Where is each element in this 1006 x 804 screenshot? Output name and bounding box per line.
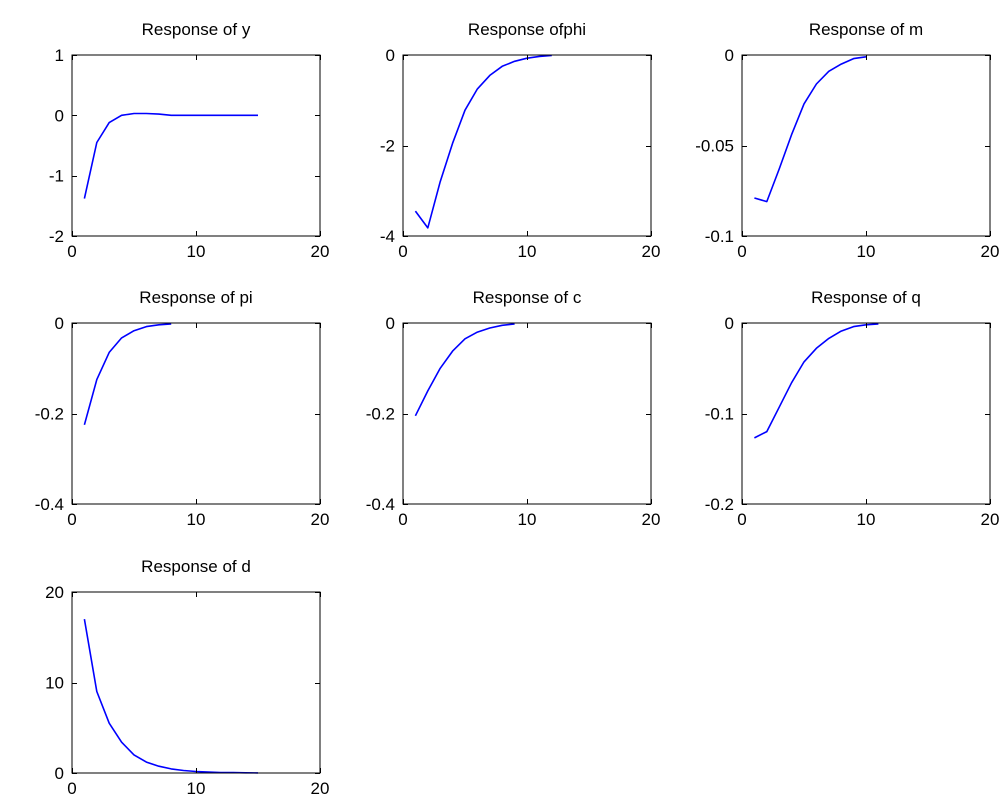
- y-tick-label: 20: [45, 583, 64, 602]
- x-tick-label: 20: [311, 779, 330, 798]
- series-line: [414, 54, 552, 229]
- axes-frame: [741, 54, 991, 237]
- y-tick-label: -2: [49, 227, 64, 246]
- x-tick-label: 20: [311, 510, 330, 529]
- axes-frame: [402, 54, 652, 237]
- y-tick-label: 0: [55, 106, 64, 125]
- x-tick-label: 20: [311, 242, 330, 261]
- x-tick-label: 0: [67, 779, 76, 798]
- axes-frame: [71, 54, 321, 237]
- y-tick-label: 10: [45, 674, 64, 693]
- y-tick-label: 0: [55, 314, 64, 333]
- x-tick-label: 20: [642, 510, 661, 529]
- y-tick-label: -0.4: [35, 495, 64, 514]
- subplot-title: Response of d: [141, 557, 251, 576]
- series-line: [754, 56, 867, 203]
- y-tick-label: 0: [725, 314, 734, 333]
- x-tick-label: 10: [857, 242, 876, 261]
- y-tick-label: 0: [386, 314, 395, 333]
- y-tick-label: -0.2: [705, 495, 734, 514]
- y-tick-label: -0.2: [35, 405, 64, 424]
- y-tick-label: -0.1: [705, 405, 734, 424]
- axes-frame: [741, 322, 991, 505]
- y-tick-label: -1: [49, 167, 64, 186]
- series-line: [83, 323, 172, 426]
- subplot-6: Response of q 0 10 20 0 -0.1 -0.2: [705, 288, 1000, 529]
- subplot-3: Response of m 0 10 20 0 -0.05 -0.1: [695, 20, 999, 261]
- y-tick-label: -0.4: [366, 495, 395, 514]
- x-tick-label: 10: [187, 779, 206, 798]
- y-tick-label: 0: [386, 46, 395, 65]
- axes-frame: [71, 322, 321, 505]
- subplot-title: Response of c: [473, 288, 582, 307]
- subplot-title: Response of pi: [139, 288, 252, 307]
- y-tick-label: -0.2: [366, 405, 395, 424]
- subplot-5: Response of c 0 10 20 0 -0.2 -0.4: [366, 288, 661, 529]
- series-line: [83, 618, 259, 774]
- x-tick-label: 10: [857, 510, 876, 529]
- y-tick-label: 0: [55, 764, 64, 783]
- y-tick-label: -0.1: [705, 227, 734, 246]
- subplot-title: Response ofphi: [468, 20, 586, 39]
- x-tick-label: 20: [642, 242, 661, 261]
- x-tick-label: 10: [518, 510, 537, 529]
- axes-frame: [71, 591, 321, 774]
- x-tick-label: 0: [398, 510, 407, 529]
- subplot-2: Response ofphi 0 10 20 0 -2 -4: [380, 20, 661, 261]
- x-tick-label: 0: [67, 242, 76, 261]
- x-tick-label: 10: [518, 242, 537, 261]
- subplot-7: Response of d 0 10 20 20 10 0: [45, 557, 329, 798]
- y-tick-label: 1: [55, 46, 64, 65]
- x-tick-label: 10: [187, 510, 206, 529]
- subplot-title: Response of y: [142, 20, 251, 39]
- series-line: [754, 323, 879, 439]
- x-tick-label: 20: [981, 510, 1000, 529]
- series-line: [83, 112, 258, 199]
- y-tick-label: -4: [380, 227, 395, 246]
- y-tick-label: 0: [725, 46, 734, 65]
- y-tick-label: -0.05: [695, 137, 734, 156]
- x-tick-label: 0: [398, 242, 407, 261]
- x-tick-label: 0: [737, 242, 746, 261]
- subplot-title: Response of q: [811, 288, 921, 307]
- series-line: [414, 323, 515, 417]
- subplot-4: Response of pi 0 10 20 0 -0.2 -0.4: [35, 288, 330, 529]
- axes-frame: [402, 322, 652, 505]
- x-tick-label: 0: [67, 510, 76, 529]
- x-tick-label: 10: [187, 242, 206, 261]
- x-tick-label: 0: [737, 510, 746, 529]
- subplot-title: Response of m: [809, 20, 923, 39]
- y-tick-label: -2: [380, 137, 395, 156]
- x-tick-label: 20: [981, 242, 1000, 261]
